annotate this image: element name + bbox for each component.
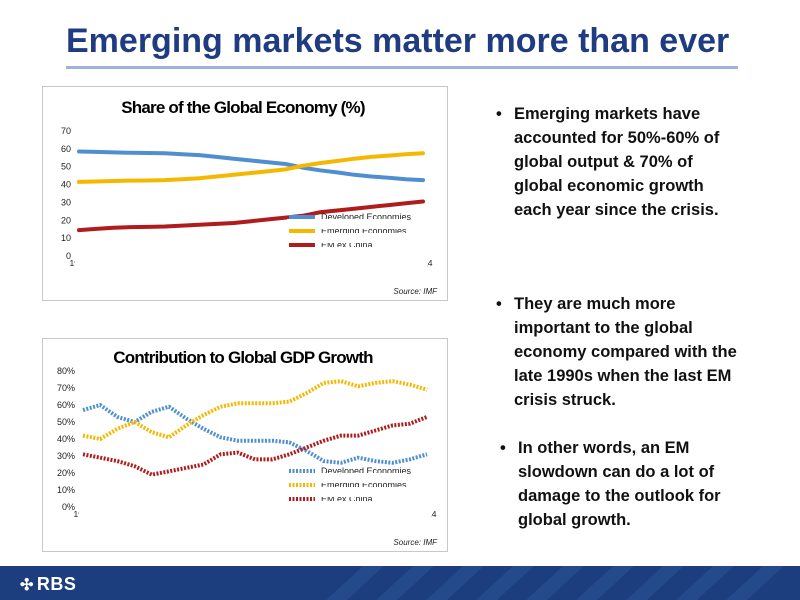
title-rule: [66, 66, 738, 69]
y-tick-label: 50: [61, 162, 71, 172]
bullet-dot-icon: •: [500, 439, 506, 457]
chart-title: Share of the Global Economy (%): [121, 98, 365, 117]
footer-bar: ✣ RBS: [0, 566, 800, 600]
chart-title: Contribution to Global GDP Growth: [113, 348, 373, 367]
bullet-item: • In other words, an EM slowdown can do …: [500, 436, 770, 532]
legend-label: Emerging Economies: [321, 226, 407, 236]
y-tick-label: 60: [61, 144, 71, 154]
y-tick-label: 30: [61, 197, 71, 207]
legend-mask: [287, 247, 407, 257]
bullet-text: They are much more important to the glob…: [514, 295, 737, 409]
legend-mask: [287, 219, 407, 229]
footer-stripes: [326, 566, 784, 600]
bullet-dot-icon: •: [496, 105, 502, 123]
series-line: [82, 379, 428, 441]
x-axis-mask: [79, 511, 431, 523]
page-title: Emerging markets matter more than ever: [66, 24, 730, 60]
share-of-global-economy-chart: Share of the Global Economy (%) 0 10 20 30 40…: [42, 86, 448, 301]
y-tick-label: 70%: [57, 383, 75, 393]
y-tick-label: 70: [61, 126, 71, 136]
series-line: [77, 199, 425, 233]
legend-label: EM ex China: [321, 240, 373, 250]
y-tick-label: 0: [66, 251, 71, 261]
chart-svg: Share of the Global Economy (%) 0 10 20 30 40…: [61, 98, 438, 296]
x-axis-mask: [75, 260, 427, 272]
legend-mask: [287, 233, 407, 243]
y-tick-label: 10: [61, 233, 71, 243]
series-line: [77, 151, 425, 184]
rbs-daisy-icon: ✣: [20, 577, 34, 594]
legend-mask: [287, 473, 407, 483]
y-tick-label: 20%: [57, 468, 75, 478]
y-tick-label: 0%: [62, 502, 75, 512]
y-tick-label: 50%: [57, 417, 75, 427]
rbs-logo: ✣ RBS: [20, 574, 76, 595]
y-tick-label: 40: [61, 180, 71, 190]
y-tick-label: 20: [61, 215, 71, 225]
bullet-dot-icon: •: [496, 295, 502, 313]
y-tick-label: 30%: [57, 451, 75, 461]
bullet-text: In other words, an EM slowdown can do a …: [518, 439, 721, 529]
series-line: [77, 149, 425, 183]
legend-label: Emerging Economies: [321, 480, 407, 490]
bullet-text: Emerging markets have accounted for 50%-…: [514, 105, 720, 219]
bullet-item: • Emerging markets have accounted for 50…: [496, 102, 741, 222]
y-tick-label: 10%: [57, 485, 75, 495]
logo-text: RBS: [36, 574, 77, 594]
legend-label: Developed Economies: [321, 466, 412, 476]
chart-source: Source: IMF: [393, 287, 438, 296]
legend-label: EM ex China: [321, 494, 373, 504]
series-line: [82, 403, 428, 465]
chart-svg: Contribution to Global GDP Growth 0% 10% 20…: [57, 348, 438, 547]
legend-label: Developed Economies: [321, 212, 412, 222]
y-tick-label: 60%: [57, 400, 75, 410]
contribution-to-global-growth-chart: Contribution to Global GDP Growth 0% 10% 20…: [42, 338, 448, 552]
legend-mask: [287, 501, 407, 511]
chart-source: Source: IMF: [393, 538, 438, 547]
bullet-item: • They are much more important to the gl…: [496, 292, 746, 412]
legend-mask: [287, 487, 407, 497]
y-tick-label: 40%: [57, 434, 75, 444]
y-tick-label: 80%: [57, 366, 75, 376]
